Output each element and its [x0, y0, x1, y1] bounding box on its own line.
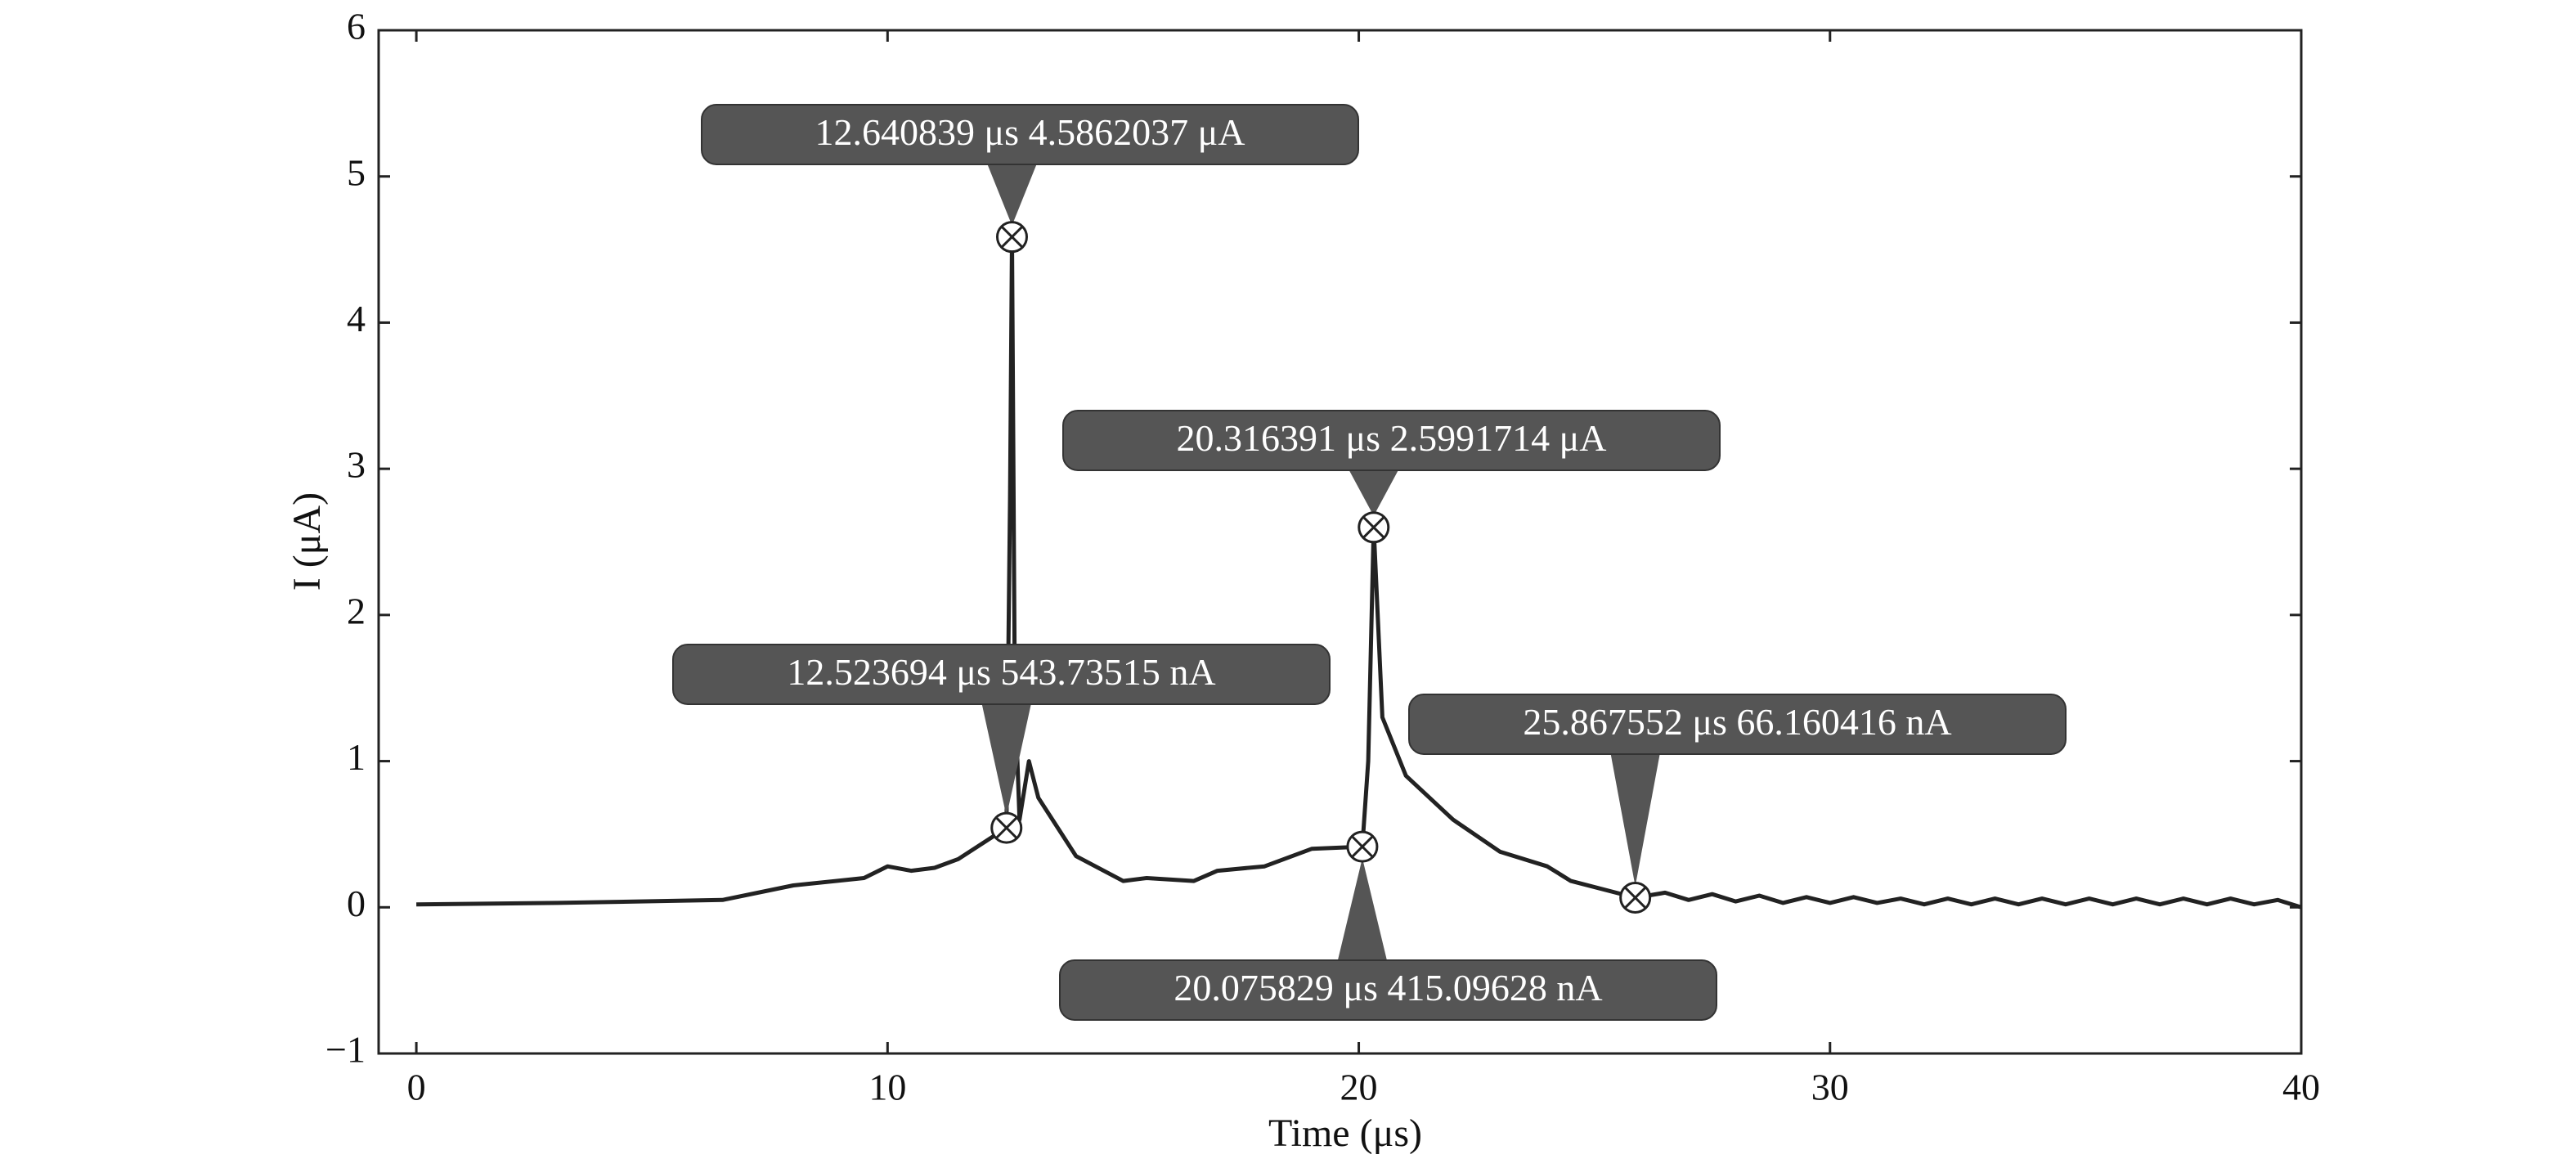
callout-box — [1062, 410, 1721, 471]
annotation-cross — [1362, 516, 1385, 539]
annotation-cross — [994, 816, 1018, 839]
x-tick-label: 0 — [407, 1067, 426, 1108]
y-tick-label: 3 — [347, 444, 366, 486]
y-axis-label: I (μA) — [285, 492, 329, 591]
callout-pointer — [987, 164, 1037, 226]
y-tick-label: 0 — [347, 883, 366, 924]
callout-text: 20.316391 μs 2.5991714 μA — [1177, 417, 1607, 459]
callout-text: 25.867552 μs 66.160416 nA — [1523, 701, 1951, 743]
callout-box — [701, 104, 1359, 165]
data-line — [416, 235, 2302, 910]
x-tick-label: 10 — [868, 1067, 906, 1108]
callout-pointer — [1337, 858, 1387, 960]
y-tick-label: 6 — [347, 6, 366, 47]
x-axis-label: Time (μs) — [1268, 1112, 1422, 1155]
x-tick-label: 40 — [2282, 1067, 2320, 1108]
callout-pointer — [1349, 470, 1398, 516]
callout-text: 12.640839 μs 4.5862037 μA — [815, 111, 1245, 153]
callout-box — [1059, 959, 1717, 1021]
callout-box — [672, 644, 1331, 705]
y-tick-label: 4 — [347, 298, 366, 339]
y-tick-label: 2 — [347, 590, 366, 631]
annotation-cross — [1000, 225, 1024, 249]
callout-text: 12.523694 μs 543.73515 nA — [787, 651, 1215, 693]
callout-box — [1408, 694, 2067, 755]
x-tick-label: 30 — [1811, 1067, 1849, 1108]
annotation-cross — [1351, 835, 1374, 858]
annotation-cross — [1623, 886, 1647, 910]
y-tick-label: 5 — [347, 151, 366, 193]
y-tick-label: −1 — [325, 1029, 366, 1071]
y-tick-label: 1 — [347, 736, 366, 778]
callout-pointer — [981, 704, 1031, 817]
x-tick-label: 20 — [1340, 1067, 1378, 1108]
plot-frame — [377, 29, 2303, 1055]
callout-pointer — [1610, 754, 1660, 887]
callout-text: 20.075829 μs 415.09628 nA — [1174, 967, 1602, 1009]
